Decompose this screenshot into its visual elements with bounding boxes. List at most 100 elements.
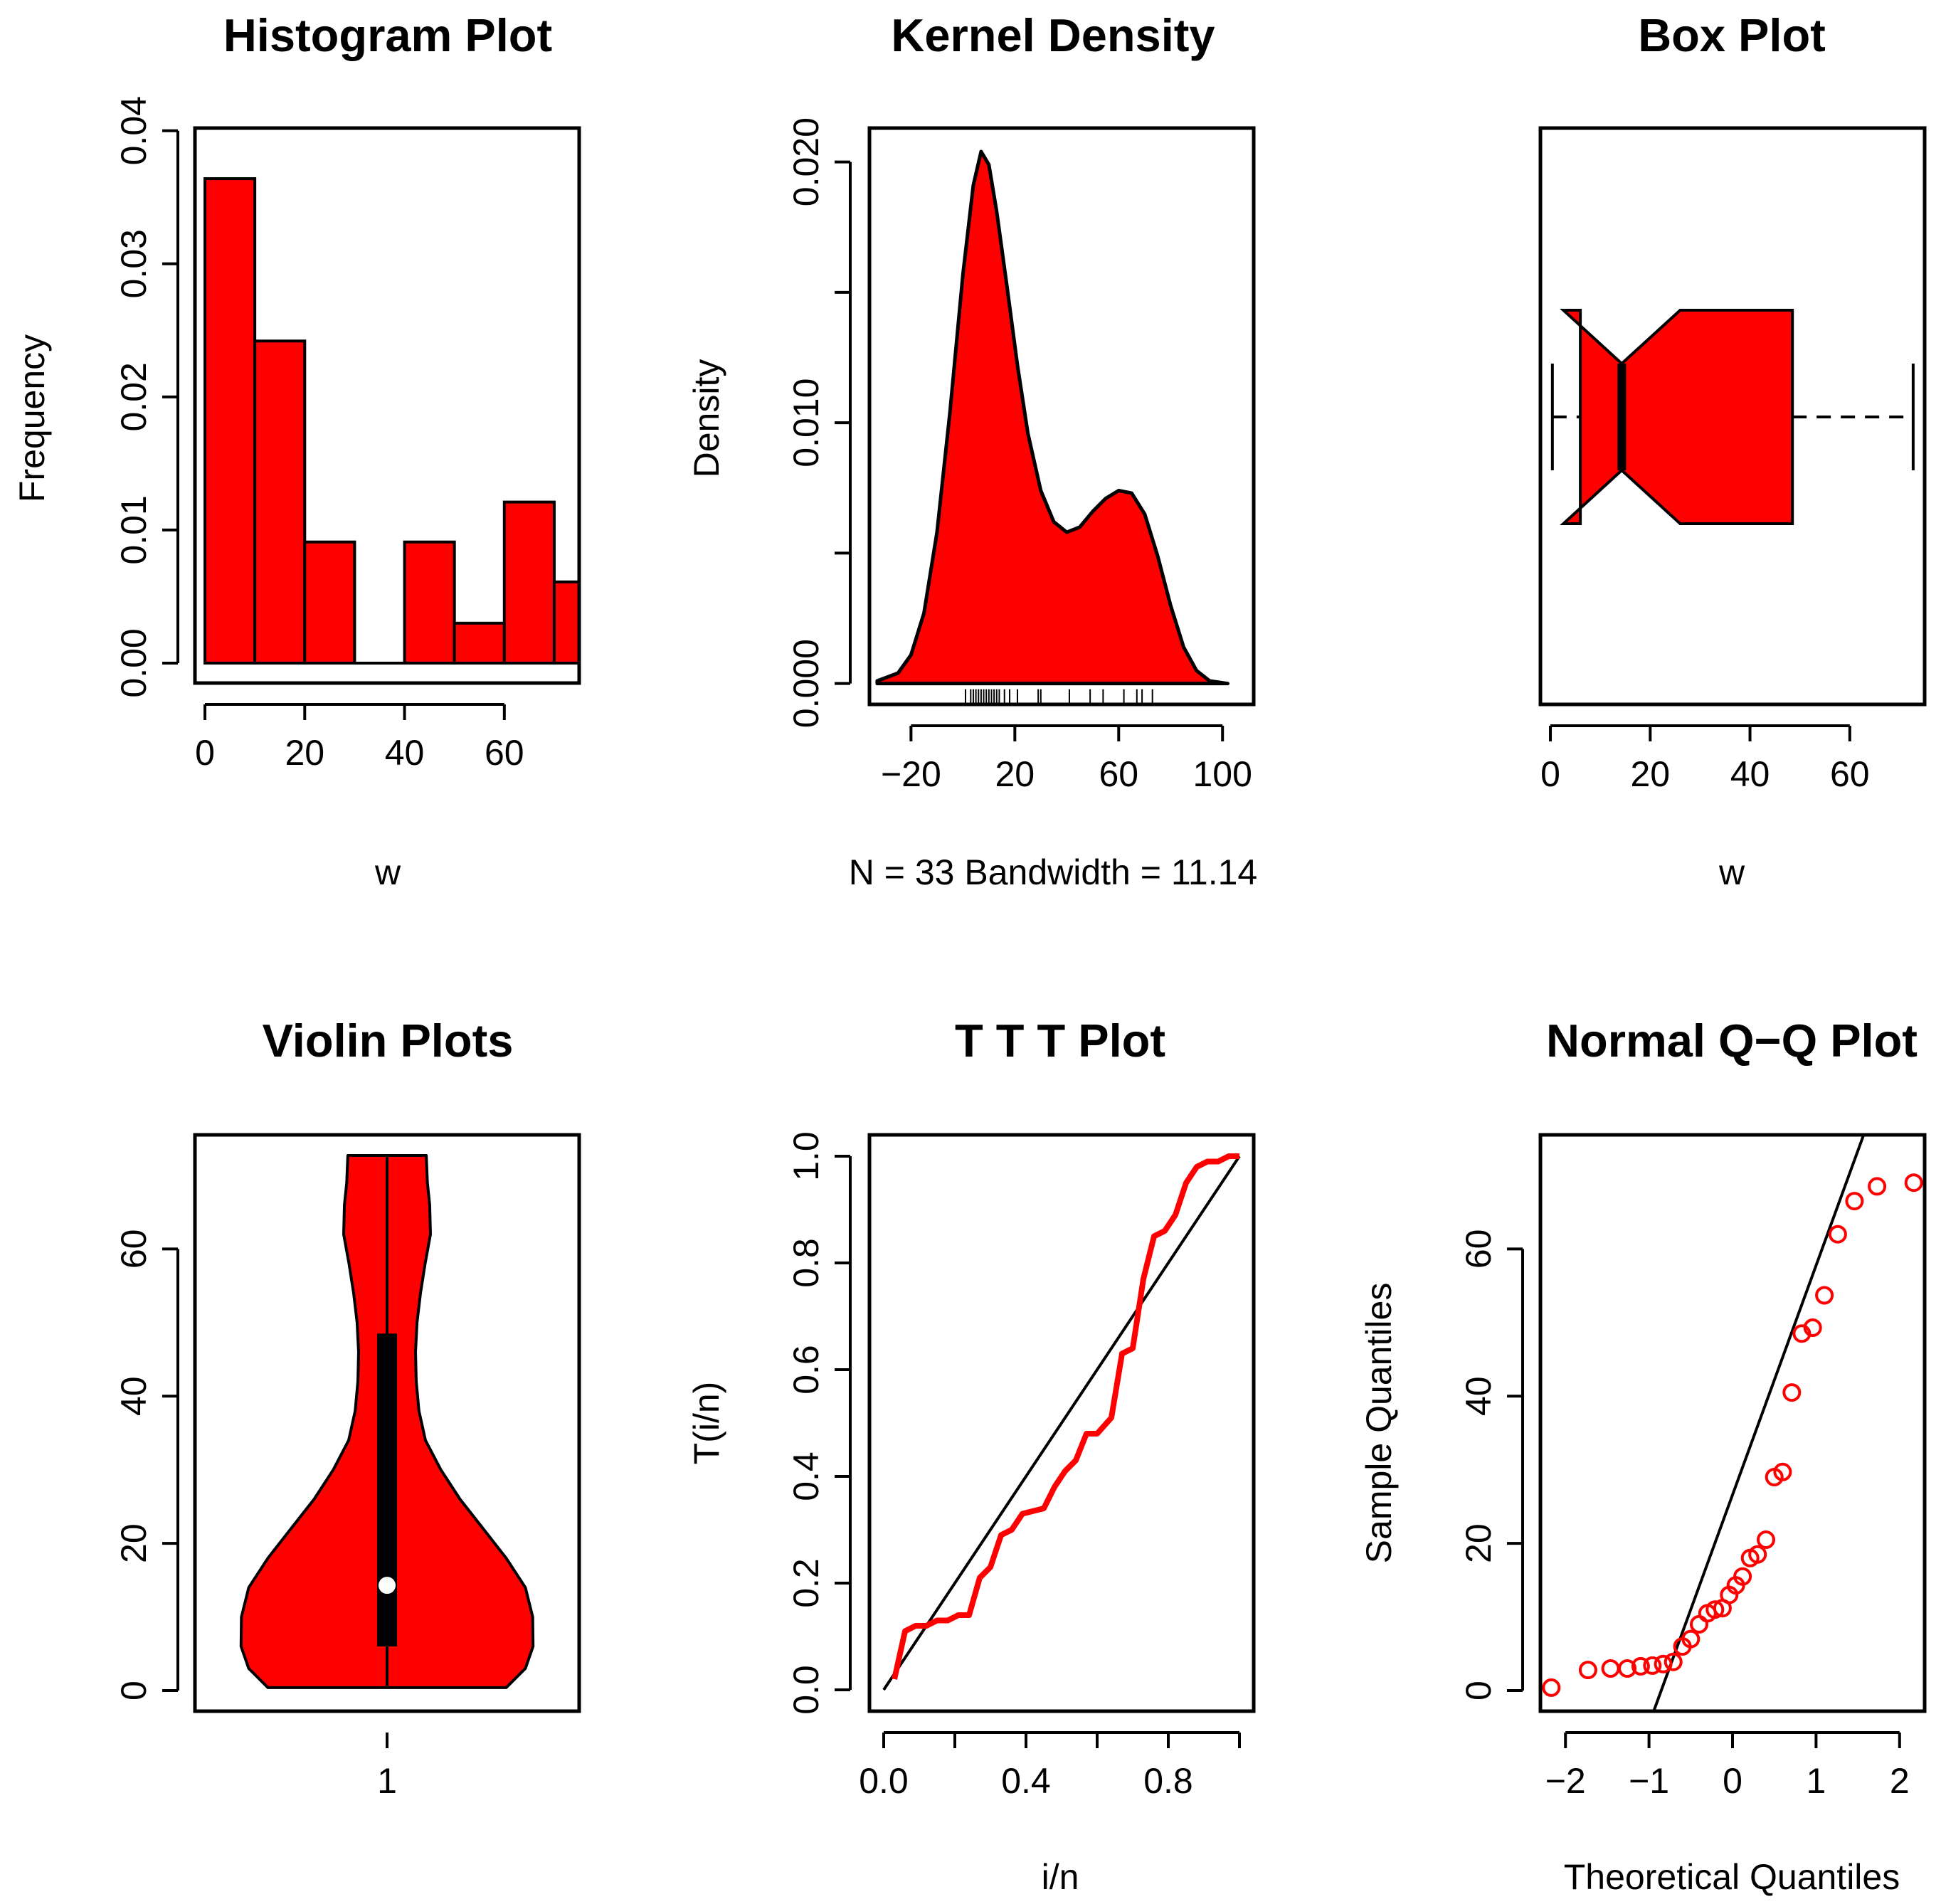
boxplot-x-label: w: [1718, 852, 1745, 892]
ttt-x-label: i/n: [1042, 1857, 1079, 1897]
histogram-panel: Histogram Plot 0 20 40 60 0.000.010.020.030…: [12, 9, 581, 892]
qq-frame: [1538, 1133, 1927, 1713]
violin-x-axis: 1: [377, 1733, 397, 1801]
ttt-x-tick-label: 0.0: [859, 1761, 909, 1801]
ttt-plot-area: [882, 1153, 1241, 1691]
boxplot-x-tick-label: 60: [1830, 754, 1870, 794]
boxplot-panel: Box Plot 0 20 40 60 w: [1538, 9, 1927, 892]
qq-point: [1868, 1177, 1887, 1196]
qq-point: [1845, 1192, 1864, 1211]
violin-y-tick-label: 60: [114, 1229, 154, 1269]
qq-point: [1815, 1286, 1834, 1305]
kde-x-tick-label: 100: [1192, 754, 1252, 794]
kde-y-tick-label: 0.020: [786, 117, 826, 206]
ttt-title: T T T Plot: [955, 1015, 1165, 1067]
qq-y-tick-label: 0: [1459, 1681, 1498, 1701]
kde-title: Kernel Density: [891, 9, 1215, 61]
qq-reference-line: [1651, 1134, 1866, 1713]
ttt-y-tick-label: 0.8: [786, 1238, 826, 1288]
histogram-title: Histogram Plot: [223, 9, 552, 61]
qq-x-tick-label: −2: [1545, 1761, 1586, 1801]
histogram-x-label: w: [374, 852, 401, 892]
qq-point: [1782, 1383, 1802, 1402]
kde-y-axis: 0.000 0.010 0.020: [786, 117, 852, 728]
qq-point: [1690, 1614, 1708, 1634]
qq-point: [1757, 1530, 1775, 1549]
boxplot-frame: [1538, 126, 1927, 707]
histogram-x-axis: 0 20 40 60: [195, 703, 524, 773]
qq-point: [1803, 1318, 1822, 1337]
histogram-x-tick-label: 20: [285, 733, 324, 773]
histogram-y-tick-label: 0.04: [114, 96, 154, 165]
qq-panel: Normal Q−Q Plot −2 −1 0 1 2 0 20 40 60 Theoreti…: [1359, 1015, 1927, 1897]
kde-density-curve: [875, 149, 1230, 686]
violin-y-tick-label: 40: [114, 1376, 154, 1416]
kde-x-label: N = 33 Bandwidth = 11.14: [849, 852, 1258, 892]
violin-iqr-box: [377, 1333, 397, 1646]
qq-point: [1904, 1173, 1923, 1192]
ttt-panel: T T T Plot 0.0 0.4 0.8 0.00.20.40.60.81.0 …: [687, 1015, 1256, 1897]
qq-x-axis: −2 −1 0 1 2: [1545, 1731, 1910, 1801]
kde-y-tick-label: 0.010: [786, 379, 826, 467]
kde-x-tick-label: 20: [995, 754, 1035, 794]
kde-x-tick-label: −20: [881, 754, 941, 794]
histogram-y-tick-label: 0.00: [114, 628, 154, 697]
qq-point: [1643, 1656, 1662, 1675]
boxplot-title: Box Plot: [1638, 9, 1826, 61]
histogram-bar: [502, 500, 556, 665]
ttt-x-tick-label: 0.4: [1001, 1761, 1051, 1801]
boxplot-x-tick-label: 40: [1730, 754, 1770, 794]
ttt-x-axis: 0.0 0.4 0.8: [859, 1731, 1241, 1801]
ttt-reference-line: [882, 1155, 1241, 1691]
histogram-bar: [203, 177, 257, 665]
qq-y-tick-label: 20: [1459, 1523, 1498, 1563]
qq-title: Normal Q−Q Plot: [1546, 1015, 1918, 1067]
histogram-x-tick-label: 0: [195, 733, 215, 773]
qq-y-tick-label: 40: [1459, 1376, 1498, 1416]
ttt-y-tick-label: 1.0: [786, 1131, 826, 1181]
ttt-x-tick-label: 0.8: [1143, 1761, 1193, 1801]
ttt-frame: [867, 1133, 1256, 1713]
boxplot-x-axis: 0 20 40 60: [1540, 724, 1870, 794]
qq-point: [1601, 1659, 1620, 1678]
ttt-y-tick-label: 0.0: [786, 1665, 826, 1715]
qq-point: [1542, 1678, 1561, 1697]
histogram-plot-area: [203, 177, 581, 665]
violin-y-tick-label: 20: [114, 1523, 154, 1563]
qq-x-label: Theoretical Quantiles: [1564, 1857, 1900, 1897]
kde-y-label: Density: [687, 359, 726, 478]
violin-panel: Violin Plots 1 0 20 40 60: [114, 1015, 581, 1801]
histogram-y-tick-label: 0.02: [114, 362, 154, 431]
histogram-x-tick-label: 40: [385, 733, 425, 773]
qq-point: [1705, 1600, 1725, 1619]
violin-y-axis: 0 20 40 60: [114, 1229, 179, 1701]
violin-plot-area: [239, 1154, 535, 1689]
ttt-y-axis: 0.0 0.2 0.4 0.6 0.8 1.0: [786, 1131, 852, 1715]
histogram-bar: [403, 540, 456, 665]
boxplot-x-tick-label: 0: [1540, 754, 1560, 794]
qq-point: [1748, 1545, 1767, 1564]
qq-x-tick-label: 2: [1890, 1761, 1910, 1801]
qq-point: [1733, 1567, 1752, 1586]
qq-point: [1618, 1659, 1637, 1678]
boxplot-plot-area: [1550, 309, 1915, 525]
histogram-y-axis: 0.00 0.01 0.02 0.03 0.04: [114, 96, 179, 698]
violin-x-tick-label: 1: [377, 1761, 397, 1801]
qq-point: [1631, 1656, 1650, 1676]
violin-median-dot: [379, 1577, 396, 1594]
kde-panel: Kernel Density −20 20 60 100 0.000 0.010 0.02…: [687, 9, 1257, 892]
ttt-y-tick-label: 0.6: [786, 1345, 826, 1395]
qq-point: [1654, 1654, 1673, 1673]
qq-y-tick-label: 60: [1459, 1229, 1498, 1269]
violin-frame: [193, 1133, 581, 1713]
histogram-y-tick-label: 0.01: [114, 495, 154, 564]
violin-title: Violin Plots: [263, 1015, 514, 1067]
ttt-y-tick-label: 0.4: [786, 1451, 826, 1501]
boxplot-x-tick-label: 20: [1630, 754, 1670, 794]
qq-point: [1681, 1629, 1701, 1649]
histogram-bar: [552, 580, 581, 665]
qq-point: [1664, 1652, 1683, 1671]
qq-point: [1828, 1225, 1847, 1244]
histogram-y-tick-label: 0.03: [114, 229, 154, 298]
